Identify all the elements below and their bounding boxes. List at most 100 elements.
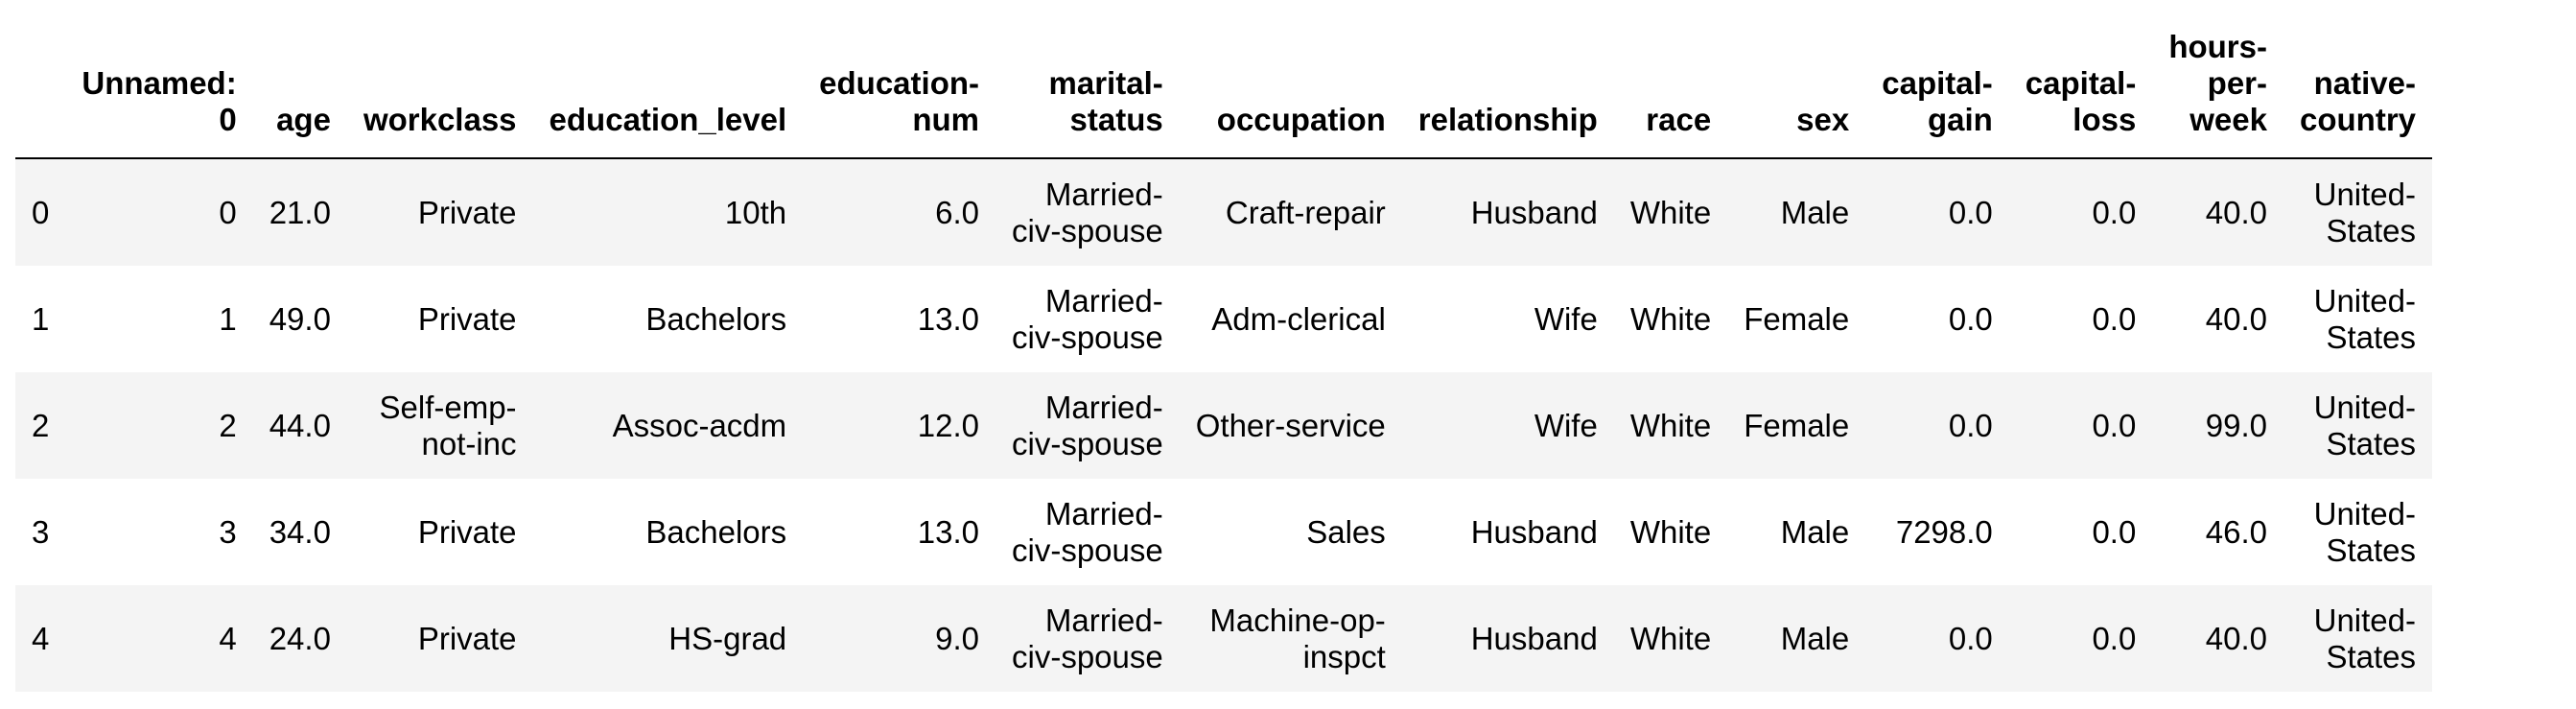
- cell-text: Assoc-acdm: [612, 407, 787, 443]
- column-header-text: week: [2190, 102, 2267, 137]
- column-header-text: native-: [2313, 65, 2417, 101]
- column-header-capital-gain: capital-gain: [1865, 23, 2009, 159]
- table-row: 1 1 49.0 Private Bachelors 13.0 Married-civ-sp…: [15, 266, 2433, 372]
- cell-marital-status: Married-civ-spouse: [995, 158, 1180, 266]
- cell-text: civ-spouse: [1012, 532, 1163, 568]
- cell-text: United-: [2313, 282, 2417, 319]
- cell-unnamed-0: 1: [65, 266, 252, 372]
- cell-relationship: Husband: [1402, 479, 1614, 585]
- table-row: 2 2 44.0 Self-emp-not-inc Assoc-acdm 12.0 Marr…: [15, 372, 2433, 479]
- cell-text: Male: [1780, 194, 1850, 230]
- cell-text: 2: [219, 407, 237, 443]
- cell-native-country: United- States: [2283, 266, 2432, 372]
- cell-text: 0.0: [2092, 300, 2137, 337]
- cell-education-level: HS-grad: [533, 585, 804, 692]
- cell-race: White: [1614, 158, 1727, 266]
- cell-education-num: 12.0: [803, 372, 995, 479]
- table-body: 0 0 21.0 Private 10th 6.0 Married-civ-spouse Cr…: [15, 158, 2433, 692]
- cell-text: 3: [219, 513, 237, 550]
- cell-hours-per-week: 46.0: [2152, 479, 2283, 585]
- cell-text: 0.0: [2092, 513, 2137, 550]
- cell-text: civ-spouse: [1012, 425, 1163, 461]
- cell-occupation: Adm-clerical: [1180, 266, 1402, 372]
- cell-capital-gain: 0.0: [1865, 158, 2009, 266]
- cell-native-country: United- States: [2283, 479, 2432, 585]
- cell-occupation: Craft-repair: [1180, 158, 1402, 266]
- cell-hours-per-week: 40.0: [2152, 158, 2283, 266]
- cell-text: Married-: [1044, 176, 1163, 212]
- cell-text: United-: [2313, 389, 2417, 425]
- column-header-index: [15, 23, 66, 159]
- cell-text: 4: [32, 620, 50, 656]
- cell-sex: Female: [1727, 266, 1865, 372]
- cell-capital-loss: 0.0: [2009, 479, 2153, 585]
- cell-sex: Male: [1727, 585, 1865, 692]
- cell-text: civ-spouse: [1012, 212, 1163, 248]
- cell-text: Husband: [1470, 194, 1598, 230]
- column-header-text: 0: [219, 102, 237, 137]
- column-header-text: education_level: [549, 102, 787, 137]
- cell-text: Bachelors: [645, 300, 787, 337]
- cell-text: Husband: [1470, 620, 1598, 656]
- cell-marital-status: Married-civ-spouse: [995, 585, 1180, 692]
- cell-text: Male: [1780, 513, 1850, 550]
- cell-text: 24.0: [269, 620, 331, 656]
- cell-capital-loss: 0.0: [2009, 585, 2153, 692]
- cell-education-level: Bachelors: [533, 479, 804, 585]
- cell-relationship: Wife: [1402, 266, 1614, 372]
- dataframe-table: Unnamed: 0 age workclass education_level educ…: [15, 23, 2433, 692]
- cell-text: 0.0: [1948, 300, 1993, 337]
- cell-text: 2: [32, 407, 50, 443]
- cell-text: 9.0: [935, 620, 979, 656]
- row-index-cell: 1: [15, 266, 65, 372]
- row-index-cell: 3: [15, 479, 65, 585]
- cell-text: 0: [32, 194, 50, 230]
- cell-capital-gain: 7298.0: [1865, 479, 2009, 585]
- cell-text: 10th: [724, 194, 787, 230]
- column-header-text: country: [2300, 102, 2417, 137]
- cell-text: 7298.0: [1895, 513, 1993, 550]
- cell-text: 21.0: [269, 194, 331, 230]
- cell-occupation: Sales: [1180, 479, 1402, 585]
- cell-marital-status: Married-civ-spouse: [995, 266, 1180, 372]
- cell-text: 99.0: [2205, 407, 2267, 443]
- cell-text: Sales: [1306, 513, 1386, 550]
- column-header-workclass: workclass: [346, 23, 533, 159]
- cell-sex: Male: [1727, 158, 1865, 266]
- cell-text: 0.0: [2092, 407, 2137, 443]
- column-header-text: marital-: [1048, 65, 1163, 101]
- table-row: 3 3 34.0 Private Bachelors 13.0 Married-civ-sp…: [15, 479, 2433, 585]
- cell-education-num: 13.0: [803, 479, 995, 585]
- table-row: 4 4 24.0 Private HS-grad 9.0 Married-civ-spous…: [15, 585, 2433, 692]
- cell-text: 13.0: [917, 513, 979, 550]
- column-header-text: per-: [2207, 65, 2267, 101]
- column-header-text: occupation: [1216, 102, 1386, 137]
- column-header-text: education-: [819, 65, 979, 101]
- cell-text: Husband: [1470, 513, 1598, 550]
- cell-education-num: 6.0: [803, 158, 995, 266]
- cell-text: Private: [417, 194, 517, 230]
- cell-text: Private: [417, 620, 517, 656]
- cell-text: 1: [219, 300, 237, 337]
- cell-workclass: Private: [347, 585, 533, 692]
- column-header-marital-status: marital-status: [995, 23, 1180, 159]
- cell-text: 12.0: [917, 407, 979, 443]
- cell-text: Self-emp-: [379, 389, 517, 425]
- cell-text: HS-grad: [668, 620, 787, 656]
- column-header-text: status: [1069, 102, 1163, 137]
- column-header-sex: sex: [1727, 23, 1866, 159]
- cell-education-level: Bachelors: [533, 266, 804, 372]
- cell-native-country: United- States: [2283, 158, 2432, 266]
- cell-occupation: Machine-op-inspct: [1180, 585, 1402, 692]
- cell-native-country: United- States: [2283, 372, 2432, 479]
- cell-native-country: United- States: [2283, 585, 2432, 692]
- column-header-text: num: [912, 102, 979, 137]
- cell-relationship: Husband: [1402, 158, 1614, 266]
- cell-text: Female: [1744, 300, 1850, 337]
- cell-education-num: 13.0: [803, 266, 995, 372]
- cell-text: 46.0: [2205, 513, 2267, 550]
- dataframe-output: Unnamed: 0 age workclass education_level educ…: [15, 23, 2433, 692]
- cell-text: States: [2326, 425, 2417, 461]
- column-header-unnamed-0: Unnamed: 0: [65, 23, 253, 159]
- header-row: Unnamed: 0 age workclass education_level educ…: [15, 23, 2433, 159]
